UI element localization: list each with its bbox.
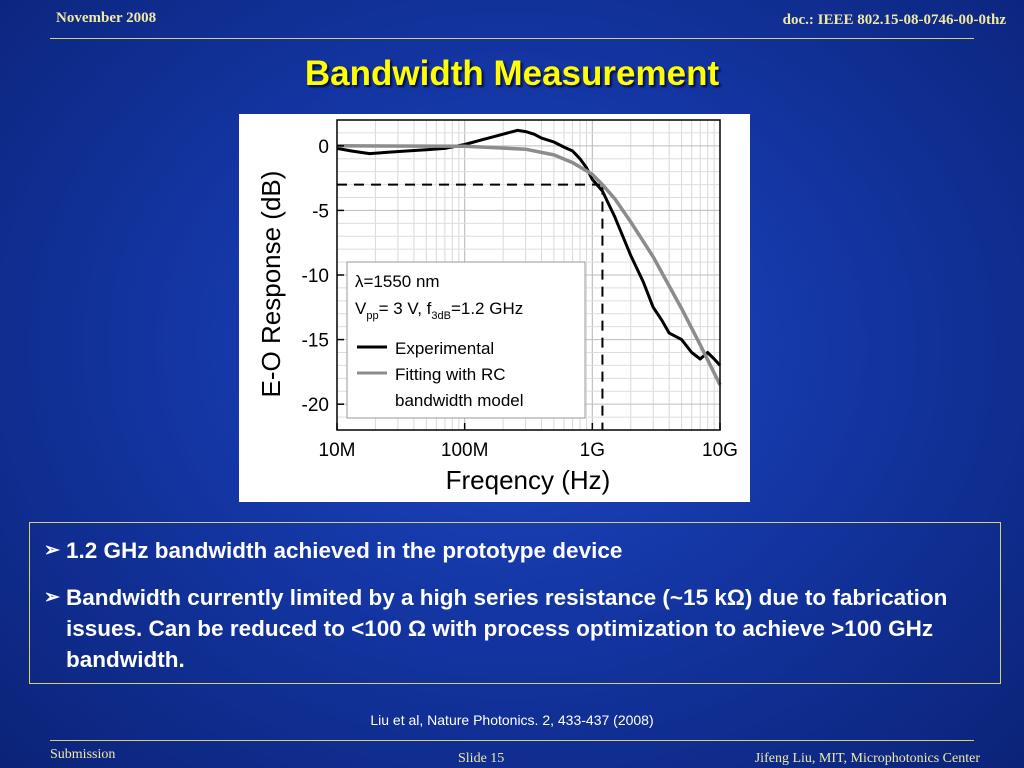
- y-tick-label: -20: [302, 395, 329, 416]
- chart-legend-box: λ=1550 nm Vpp= 3 V, f3dB=1.2 GHz Experim…: [346, 261, 586, 419]
- x-tick-label: 10G: [702, 440, 738, 461]
- bullet-text-2: Bandwidth currently limited by a high se…: [66, 585, 948, 672]
- citation: Liu et al, Nature Photonics. 2, 433-437 …: [370, 712, 654, 728]
- bullet-item-1: ➢ 1.2 GHz bandwidth achieved in the prot…: [44, 535, 996, 566]
- bullet-text-1: 1.2 GHz bandwidth achieved in the protot…: [66, 538, 623, 563]
- y-tick-label: -15: [302, 331, 329, 352]
- bullet-box: ➢ 1.2 GHz bandwidth achieved in the prot…: [29, 522, 1001, 684]
- header-date: November 2008: [56, 10, 157, 26]
- annotation-conditions: Vpp= 3 V, f3dB=1.2 GHz: [355, 299, 523, 322]
- footer-rule: [50, 740, 974, 741]
- bullet-item-2: ➢ Bandwidth currently limited by a high …: [44, 582, 996, 675]
- bullet-arrow-icon: ➢: [44, 540, 60, 561]
- chart-svg: 10M 100M 1G 10G 0 -5 -10 -15 -20 λ=1550 nm Vpp= …: [256, 119, 738, 495]
- header-rule: [50, 38, 974, 39]
- y-tick-label: 0: [318, 137, 329, 158]
- x-axis-label: Freqency (Hz): [446, 465, 611, 495]
- footer-author: Jifeng Liu, MIT, Microphotonics Center: [754, 751, 980, 766]
- header-doc-id: doc.: IEEE 802.15-08-0746-00-0thz: [782, 12, 1006, 28]
- series-line-experimental: [336, 128, 722, 367]
- footer-submission: Submission: [50, 747, 116, 762]
- y-axis-label: E-O Response (dB): [256, 171, 286, 398]
- annotation-wavelength: λ=1550 nm: [355, 272, 440, 291]
- chart-ticks: 10M 100M 1G 10G 0 -5 -10 -15 -20: [302, 137, 738, 461]
- x-tick-label: 10M: [319, 440, 356, 461]
- bandwidth-chart: 10M 100M 1G 10G 0 -5 -10 -15 -20 λ=1550 nm Vpp= …: [239, 114, 750, 502]
- legend-label-fit-line1: Fitting with RC: [395, 365, 506, 384]
- legend-label-fit-line2: bandwidth model: [395, 391, 524, 410]
- slide-title: Bandwidth Measurement: [304, 54, 720, 93]
- bullet-arrow-icon: ➢: [44, 587, 60, 608]
- y-tick-label: -10: [302, 266, 329, 287]
- y-tick-label: -5: [312, 201, 329, 222]
- series-line-rc-fit: [336, 144, 722, 386]
- chart-reference-lines: [337, 183, 604, 430]
- legend-label-experimental: Experimental: [395, 339, 494, 358]
- x-tick-label: 1G: [580, 440, 605, 461]
- x-tick-label: 100M: [441, 440, 489, 461]
- footer-slide-number: Slide 15: [458, 751, 505, 766]
- chart-series: [336, 128, 722, 386]
